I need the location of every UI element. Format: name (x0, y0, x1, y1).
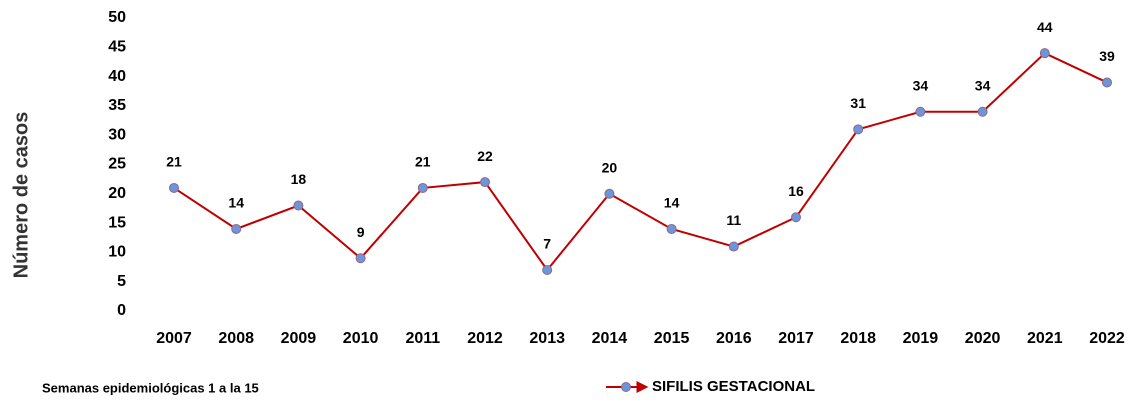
point-marker (666, 223, 677, 234)
x-tick-label: 2016 (716, 330, 752, 347)
y-tick-label: 50 (108, 9, 126, 26)
x-tick-label: 2017 (778, 330, 814, 347)
data-label: 34 (975, 77, 991, 93)
data-label: 31 (850, 95, 866, 111)
point-marker (293, 200, 304, 211)
data-label: 11 (726, 212, 741, 228)
data-label: 44 (1037, 19, 1053, 35)
point-marker (1102, 77, 1112, 88)
data-label: 21 (166, 154, 182, 170)
data-label: 14 (228, 195, 244, 211)
x-tick-label: 2010 (343, 330, 379, 347)
y-tick-label: 35 (108, 97, 126, 114)
point-marker (728, 241, 739, 252)
y-axis-label: Número de casos (10, 112, 32, 279)
y-tick-label: 0 (117, 302, 126, 319)
x-tick-label: 2008 (218, 330, 254, 347)
point-marker (480, 177, 490, 188)
x-tick-label: 2007 (156, 330, 192, 347)
y-tick-label: 10 (108, 244, 126, 261)
data-label: 39 (1099, 48, 1115, 64)
point-marker (355, 253, 366, 264)
point-marker (417, 182, 428, 193)
x-tick-label: 2009 (281, 330, 317, 347)
x-tick-label: 2022 (1089, 330, 1125, 347)
x-tick-label: 2012 (467, 330, 503, 347)
x-tick-label: 2013 (529, 330, 565, 347)
legend-marker (621, 382, 631, 392)
point-marker (604, 188, 615, 199)
y-tick-label: 45 (108, 39, 126, 56)
data-label: 20 (602, 160, 618, 176)
x-tick-label: 2020 (965, 330, 1001, 347)
data-label: 22 (477, 148, 493, 164)
y-tick-label: 40 (108, 68, 126, 85)
point-marker (853, 124, 864, 135)
y-tick-label: 20 (108, 185, 126, 202)
point-marker (231, 223, 242, 234)
point-marker (791, 212, 801, 223)
x-tick-label: 2019 (903, 330, 939, 347)
data-label: 18 (291, 171, 307, 187)
y-tick-label: 15 (108, 214, 126, 231)
legend-label: SIFILIS GESTACIONAL (652, 378, 815, 395)
x-tick-label: 2014 (592, 330, 628, 347)
point-marker (169, 182, 179, 193)
data-label: 16 (788, 183, 804, 199)
data-label: 14 (664, 195, 680, 211)
data-label: 7 (543, 236, 551, 252)
point-marker (542, 264, 553, 275)
x-tick-label: 2015 (654, 330, 690, 347)
y-tick-label: 30 (108, 126, 126, 143)
x-tick-label: 2011 (405, 330, 440, 347)
data-label: 9 (357, 224, 365, 240)
footnote: Semanas epidemiológicas 1 a la 15 (42, 380, 259, 395)
point-marker (1039, 48, 1050, 59)
series-line (173, 51, 1108, 272)
x-tick-label: 2018 (840, 330, 876, 347)
point-marker (977, 106, 988, 117)
data-label: 21 (415, 154, 431, 170)
y-tick-label: 25 (108, 156, 126, 173)
point-marker (915, 106, 926, 117)
data-label: 34 (913, 77, 929, 93)
y-tick-label: 5 (117, 273, 126, 290)
x-tick-label: 2021 (1027, 330, 1063, 347)
